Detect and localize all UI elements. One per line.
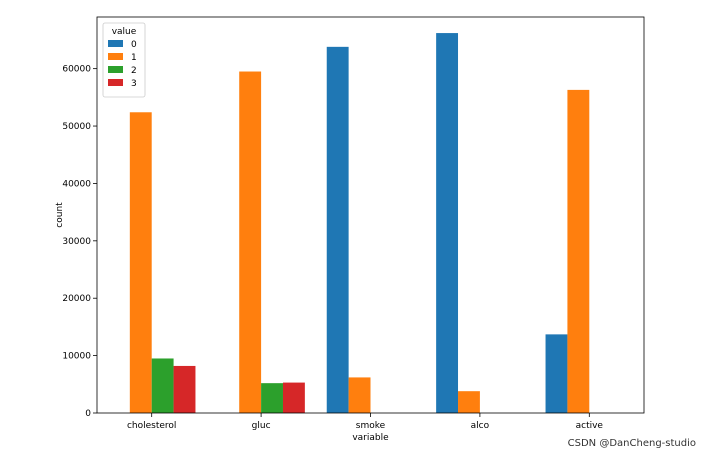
x-axis-ticks: cholesterol gluc smoke alco active — [127, 413, 603, 431]
x-tick-label-smoke: smoke — [356, 421, 386, 431]
y-tick-label: 10000 — [62, 352, 91, 362]
plot-frame — [96, 16, 645, 414]
legend-label-3: 3 — [131, 79, 137, 89]
legend-swatch-0 — [108, 40, 123, 47]
bar-active-value-0 — [545, 334, 568, 413]
bar-gluc-value-1 — [239, 71, 262, 414]
bar-active-value-1 — [567, 89, 590, 413]
bar-gluc-value-2 — [261, 383, 283, 413]
legend-swatch-2 — [108, 66, 123, 73]
legend-swatch-1 — [108, 53, 123, 60]
bar-gluc-value-3 — [282, 382, 305, 413]
bar-cholesterol-value-3 — [173, 365, 196, 413]
y-tick-label: 50000 — [62, 122, 91, 132]
bar-cholesterol-value-1 — [129, 112, 152, 414]
x-tick-label-gluc: gluc — [252, 421, 271, 431]
y-tick-label: 20000 — [62, 294, 91, 304]
legend: value 0 1 2 3 — [102, 22, 146, 98]
y-tick-label: 0 — [85, 409, 91, 419]
x-axis-label: variable — [352, 433, 389, 443]
bar-smoke-value-0 — [326, 46, 349, 414]
legend-label-1: 1 — [131, 53, 137, 63]
y-tick-label: 40000 — [62, 179, 91, 189]
legend-label-2: 2 — [131, 66, 137, 76]
legend-swatch-3 — [108, 79, 123, 86]
y-axis-label: count — [55, 202, 65, 228]
bar-alco-value-0 — [436, 33, 459, 413]
y-axis-ticks: 0 10000 20000 30000 40000 50000 60000 — [62, 65, 97, 419]
bar-smoke-value-1 — [348, 377, 371, 413]
x-tick-label-alco: alco — [471, 421, 490, 431]
x-tick-label-cholesterol: cholesterol — [127, 421, 176, 431]
x-tick-label-active: active — [576, 421, 604, 431]
bar-cholesterol-value-2 — [151, 358, 174, 413]
legend-label-0: 0 — [131, 40, 137, 50]
watermark-text: CSDN @DanCheng-studio — [568, 438, 696, 449]
y-tick-label: 60000 — [62, 65, 91, 75]
legend-title: value — [112, 27, 137, 37]
bars-group — [129, 33, 590, 414]
y-tick-label: 30000 — [62, 237, 91, 247]
bar-alco-value-1 — [458, 391, 480, 413]
